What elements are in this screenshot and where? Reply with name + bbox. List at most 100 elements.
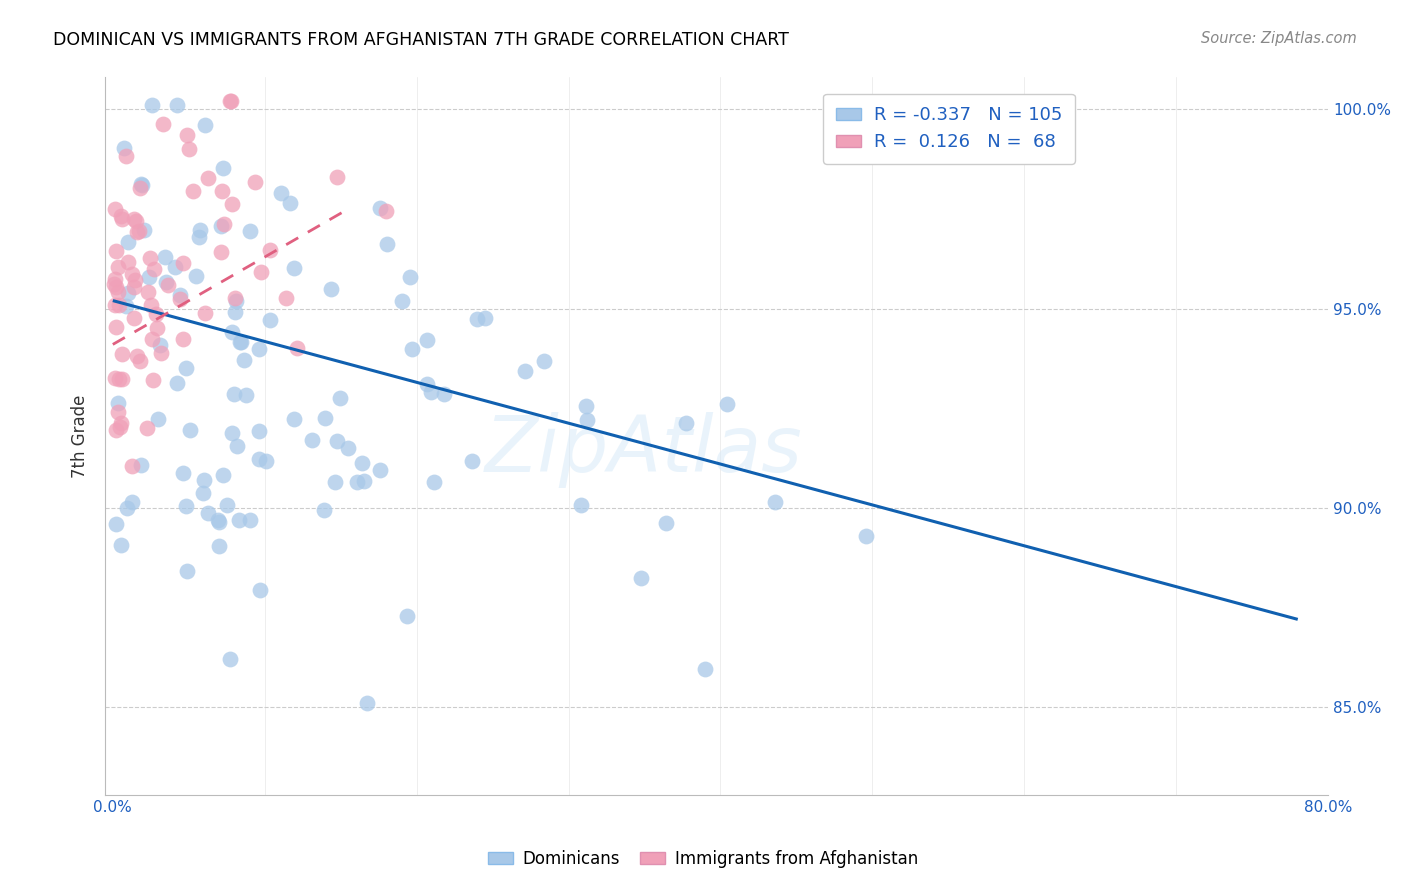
Point (108, 298, 131, 312)
Point (353, 474, 375, 488)
Point (274, 291, 297, 305)
Point (143, 262, 166, 277)
Point (247, 424, 270, 438)
Point (139, 252, 162, 266)
Point (423, 475, 446, 490)
Point (117, 235, 139, 249)
Point (104, 202, 127, 216)
Point (104, 320, 127, 334)
Point (221, 197, 243, 211)
Point (716, 397, 738, 411)
Point (117, 255, 139, 269)
Point (401, 342, 423, 356)
Point (122, 311, 145, 326)
Point (128, 224, 150, 238)
Point (136, 285, 159, 299)
Point (224, 291, 246, 305)
Point (104, 517, 127, 532)
Point (169, 288, 191, 302)
Point (219, 95, 242, 109)
Point (174, 360, 197, 375)
Point (105, 244, 128, 259)
Point (112, 141, 135, 155)
Point (163, 260, 186, 274)
Point (194, 306, 217, 320)
Point (179, 423, 201, 437)
Point (575, 400, 598, 414)
Point (188, 223, 211, 237)
Point (326, 170, 349, 185)
Point (693, 661, 716, 675)
Point (375, 236, 398, 251)
Point (184, 268, 207, 283)
Point (172, 332, 194, 346)
Point (166, 98, 188, 112)
Point (174, 499, 197, 513)
Point (142, 373, 165, 387)
Point (191, 485, 214, 500)
Point (368, 463, 391, 477)
Point (156, 277, 179, 292)
Point (326, 434, 349, 449)
Text: Source: ZipAtlas.com: Source: ZipAtlas.com (1201, 31, 1357, 46)
Point (208, 540, 231, 554)
Point (368, 201, 391, 215)
Point (283, 412, 305, 426)
Point (208, 515, 231, 529)
Point (211, 184, 233, 198)
Point (399, 270, 422, 285)
Point (513, 363, 536, 377)
Point (134, 223, 156, 237)
Text: DOMINICAN VS IMMIGRANTS FROM AFGHANISTAN 7TH GRADE CORRELATION CHART: DOMINICAN VS IMMIGRANTS FROM AFGHANISTAN… (53, 31, 789, 49)
Point (576, 413, 599, 427)
Point (124, 272, 146, 286)
Point (107, 396, 129, 410)
Point (212, 161, 235, 175)
Point (337, 441, 360, 455)
Point (278, 196, 301, 211)
Point (301, 433, 323, 447)
Point (121, 267, 143, 281)
Point (110, 538, 132, 552)
Point (226, 440, 249, 454)
Point (107, 285, 129, 300)
Point (259, 313, 281, 327)
Point (127, 349, 149, 363)
Point (247, 343, 270, 357)
Point (172, 256, 194, 270)
Point (193, 473, 215, 487)
Point (228, 513, 250, 527)
Point (114, 148, 136, 162)
Point (115, 299, 138, 313)
Point (129, 181, 152, 195)
Point (229, 334, 252, 349)
Point (103, 277, 125, 291)
Point (211, 467, 233, 482)
Point (247, 452, 270, 467)
Point (166, 376, 188, 390)
Point (356, 696, 378, 710)
Point (474, 310, 496, 325)
Point (187, 230, 209, 244)
Point (104, 272, 127, 286)
Point (122, 279, 145, 293)
Point (111, 211, 134, 226)
Point (197, 506, 219, 520)
Point (111, 347, 134, 361)
Point (465, 311, 488, 326)
Point (117, 286, 139, 301)
Point (141, 98, 163, 112)
Point (122, 212, 145, 227)
Point (155, 275, 177, 289)
Point (675, 416, 697, 430)
Point (194, 118, 217, 132)
Point (138, 270, 160, 285)
Point (104, 423, 127, 437)
Point (110, 416, 132, 430)
Point (207, 513, 229, 527)
Point (197, 171, 219, 186)
Point (172, 466, 194, 480)
Point (243, 175, 266, 189)
Point (108, 420, 131, 434)
Point (229, 334, 252, 349)
